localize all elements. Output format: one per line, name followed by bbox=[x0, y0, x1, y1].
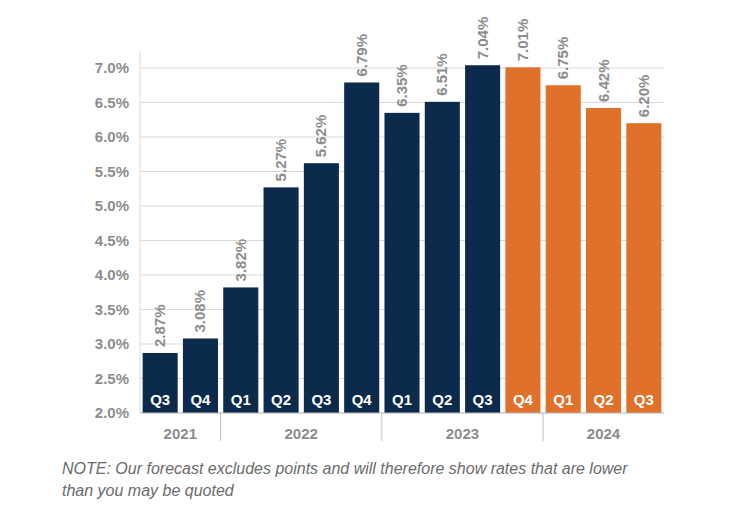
y-axis-line bbox=[140, 51, 141, 413]
group-separator bbox=[543, 413, 544, 441]
y-tick-label: 7.0% bbox=[95, 59, 129, 76]
x-tick-label: Q3 bbox=[150, 391, 170, 408]
data-label: 5.27% bbox=[272, 139, 289, 182]
bar bbox=[183, 338, 218, 413]
x-axis-line bbox=[140, 413, 664, 414]
bars bbox=[143, 65, 662, 413]
data-label: 3.82% bbox=[232, 239, 249, 282]
bar bbox=[264, 187, 299, 413]
group-separator bbox=[381, 413, 382, 441]
y-tick-label: 3.0% bbox=[95, 335, 129, 352]
data-label: 2.87% bbox=[151, 304, 168, 347]
note: NOTE: Our forecast excludes points and w… bbox=[62, 460, 628, 499]
data-label: 6.75% bbox=[554, 37, 571, 80]
bar bbox=[223, 287, 258, 413]
x-tick-label: Q1 bbox=[231, 391, 251, 408]
x-group-label: 2023 bbox=[446, 425, 479, 442]
x-tick-label: Q4 bbox=[513, 391, 534, 408]
x-tick-label: Q1 bbox=[392, 391, 412, 408]
bar bbox=[626, 123, 661, 413]
bar bbox=[586, 108, 621, 413]
y-tick-label: 5.0% bbox=[95, 197, 129, 214]
x-tick-label: Q2 bbox=[271, 391, 291, 408]
data-label: 6.79% bbox=[353, 34, 370, 77]
bar bbox=[344, 82, 379, 413]
x-group-label: 2024 bbox=[587, 425, 621, 442]
y-tick-label: 4.0% bbox=[95, 266, 129, 283]
y-tick-label: 2.5% bbox=[95, 370, 129, 387]
x-tick-label: Q1 bbox=[553, 391, 573, 408]
chart: 2.0% 2.5% 3.0% 3.5% 4.0% 4.5% 5.0% 5.5% 6.0% 6.5%… bbox=[0, 0, 750, 513]
grid-line bbox=[140, 413, 664, 414]
y-tick-label: 5.5% bbox=[95, 163, 129, 180]
x-tick-label: Q4 bbox=[190, 391, 211, 408]
data-label: 6.20% bbox=[635, 75, 652, 118]
x-tick-label: Q3 bbox=[634, 391, 654, 408]
x-tick-label: Q3 bbox=[473, 391, 493, 408]
x-tick-label: Q4 bbox=[352, 391, 373, 408]
data-label: 7.01% bbox=[514, 19, 531, 62]
bar bbox=[425, 102, 460, 413]
x-group-label: 2022 bbox=[285, 425, 318, 442]
y-tick-label: 6.0% bbox=[95, 128, 129, 145]
bar bbox=[304, 163, 339, 413]
data-label: 3.08% bbox=[191, 290, 208, 333]
data-label: 6.51% bbox=[433, 53, 450, 96]
bar bbox=[465, 65, 500, 413]
bar bbox=[143, 353, 178, 413]
data-label: 6.35% bbox=[393, 64, 410, 107]
y-tick-label: 2.0% bbox=[95, 404, 129, 421]
x-tick-label: Q2 bbox=[432, 391, 452, 408]
data-label: 5.62% bbox=[312, 115, 329, 158]
group-separator bbox=[220, 413, 221, 441]
bar bbox=[505, 67, 540, 413]
x-group-label: 2021 bbox=[164, 425, 197, 442]
data-label: 6.42% bbox=[595, 59, 612, 102]
data-label: 7.04% bbox=[474, 17, 491, 60]
x-tick-label: Q2 bbox=[594, 391, 614, 408]
bar bbox=[546, 85, 581, 413]
x-tick-label: Q3 bbox=[311, 391, 331, 408]
y-tick-label: 6.5% bbox=[95, 94, 129, 111]
y-tick-label: 3.5% bbox=[95, 301, 129, 318]
y-tick-label: 4.5% bbox=[95, 232, 129, 249]
bar bbox=[384, 113, 419, 413]
